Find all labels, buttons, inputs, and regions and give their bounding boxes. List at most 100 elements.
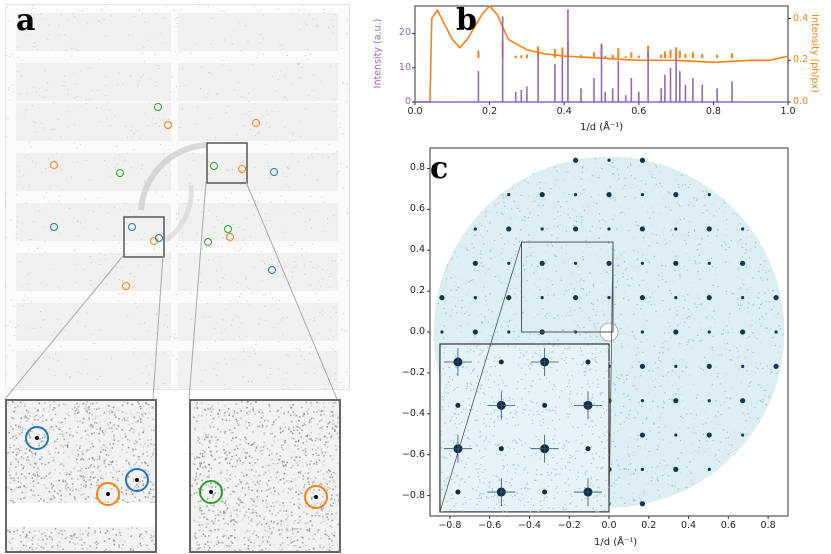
noise-dot bbox=[64, 75, 66, 77]
noise-pixel bbox=[196, 420, 198, 422]
noise-pixel bbox=[276, 521, 278, 524]
noise-pixel bbox=[233, 523, 235, 526]
noise-dot bbox=[52, 358, 54, 360]
noise-pixel bbox=[327, 549, 329, 551]
noise-dot bbox=[197, 199, 199, 201]
noise-pixel bbox=[36, 479, 38, 481]
noise-dot bbox=[276, 8, 278, 10]
noise-pixel bbox=[293, 540, 296, 542]
noise-dot bbox=[143, 46, 145, 48]
noise-dot bbox=[139, 137, 140, 139]
noise-pixel bbox=[304, 522, 307, 525]
noise-pixel bbox=[199, 465, 201, 467]
noise-pixel bbox=[271, 444, 273, 447]
noise-pixel bbox=[272, 421, 275, 423]
noise-pixel bbox=[95, 481, 98, 483]
noise-pixel bbox=[227, 498, 229, 500]
noise-dot bbox=[122, 292, 124, 294]
bragg-spot-marker bbox=[224, 225, 232, 233]
noise-pixel bbox=[328, 470, 331, 472]
noise-pixel bbox=[306, 453, 309, 456]
noise-pixel bbox=[151, 501, 153, 503]
noise-dot bbox=[133, 347, 135, 349]
noise-pixel bbox=[201, 422, 204, 424]
noise-dot bbox=[144, 21, 146, 23]
noise-dot bbox=[263, 14, 265, 16]
noise-dot bbox=[297, 63, 299, 65]
noise-pixel bbox=[322, 410, 325, 412]
noise-pixel bbox=[77, 406, 80, 408]
noise-pixel bbox=[126, 502, 129, 504]
noise-dot bbox=[299, 62, 300, 64]
noise-pixel bbox=[79, 466, 82, 469]
noise-pixel bbox=[317, 497, 319, 500]
noise-pixel bbox=[13, 467, 15, 469]
noise-pixel bbox=[141, 455, 143, 458]
noise-pixel bbox=[286, 480, 288, 482]
noise-dot bbox=[108, 212, 109, 214]
noise-pixel bbox=[310, 426, 313, 428]
noise-pixel bbox=[125, 432, 128, 434]
noise-pixel bbox=[133, 478, 135, 481]
noise-pixel bbox=[61, 433, 64, 435]
noise-dot bbox=[101, 9, 103, 10]
noise-dot bbox=[189, 182, 191, 184]
noise-pixel bbox=[56, 438, 58, 440]
noise-dot bbox=[104, 85, 106, 87]
noise-dot bbox=[344, 330, 346, 332]
noise-dot bbox=[58, 195, 60, 197]
noise-pixel bbox=[222, 518, 225, 520]
noise-pixel bbox=[196, 457, 198, 459]
noise-pixel bbox=[317, 447, 319, 449]
noise-dot bbox=[214, 232, 216, 233]
noise-pixel bbox=[25, 491, 27, 494]
noise-pixel bbox=[208, 535, 211, 537]
lattice-spot bbox=[674, 296, 678, 300]
lattice-spot bbox=[640, 467, 645, 471]
noise-dot bbox=[280, 70, 282, 72]
noise-pixel bbox=[39, 458, 41, 460]
noise-pixel bbox=[85, 403, 87, 406]
noise-pixel bbox=[196, 521, 199, 523]
noise-pixel bbox=[82, 475, 85, 477]
noise-dot bbox=[222, 59, 224, 61]
noise-pixel bbox=[275, 501, 278, 503]
lattice-spot bbox=[573, 193, 578, 197]
bragg-spot-marker bbox=[125, 468, 149, 492]
lattice-spot bbox=[539, 260, 545, 266]
noise-dot bbox=[287, 166, 289, 168]
noise-pixel bbox=[222, 502, 224, 504]
noise-pixel bbox=[292, 414, 295, 417]
noise-pixel bbox=[217, 509, 220, 511]
noise-pixel bbox=[297, 502, 299, 504]
noise-pixel bbox=[89, 545, 91, 547]
noise-pixel bbox=[196, 416, 199, 419]
noise-pixel bbox=[321, 451, 323, 454]
noise-pixel bbox=[25, 486, 27, 489]
noise-pixel bbox=[239, 460, 241, 462]
noise-dot bbox=[75, 48, 77, 50]
noise-pixel bbox=[206, 518, 208, 520]
noise-pixel bbox=[145, 476, 147, 479]
noise-dot bbox=[150, 264, 151, 266]
noise-dot bbox=[15, 226, 17, 228]
noise-dot bbox=[253, 214, 255, 216]
noise-pixel bbox=[305, 435, 307, 437]
noise-pixel bbox=[77, 411, 80, 414]
noise-pixel bbox=[243, 537, 246, 539]
bragg-spot-marker bbox=[96, 482, 120, 506]
noise-dot bbox=[270, 201, 272, 203]
diffuse-ring bbox=[164, 184, 194, 243]
noise-pixel bbox=[66, 413, 68, 415]
noise-dot bbox=[335, 312, 337, 314]
noise-dot bbox=[284, 74, 286, 76]
noise-dot bbox=[185, 203, 187, 204]
noise-dot bbox=[203, 316, 205, 318]
noise-dot bbox=[278, 308, 280, 310]
noise-pixel bbox=[136, 500, 138, 502]
noise-pixel bbox=[295, 484, 297, 487]
noise-dot bbox=[291, 83, 293, 85]
noise-dot bbox=[90, 333, 92, 335]
noise-pixel bbox=[319, 544, 322, 546]
noise-pixel bbox=[27, 420, 29, 422]
